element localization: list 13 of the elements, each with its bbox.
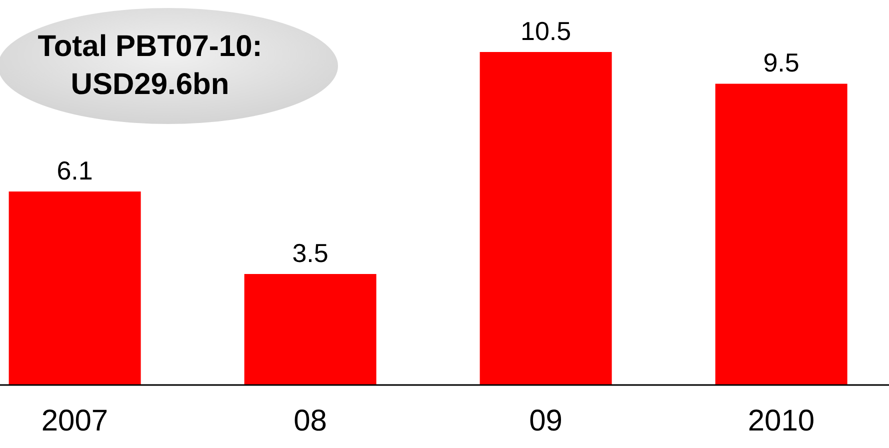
x-tick-label: 08: [294, 404, 327, 438]
data-label: 3.5: [292, 238, 328, 268]
annotation: Total PBT07-10: USD29.6bn: [38, 30, 262, 101]
data-label: 6.1: [56, 156, 93, 186]
data-label: 10.5: [520, 16, 572, 46]
bar: [8, 192, 141, 385]
data-label: 9.5: [763, 48, 800, 78]
bar: [715, 84, 848, 385]
bar: [244, 274, 376, 385]
bar: [480, 52, 612, 385]
x-tick-label: 2010: [748, 404, 815, 438]
x-tick-label: 09: [529, 404, 562, 438]
x-tick-label: 2007: [41, 404, 108, 438]
